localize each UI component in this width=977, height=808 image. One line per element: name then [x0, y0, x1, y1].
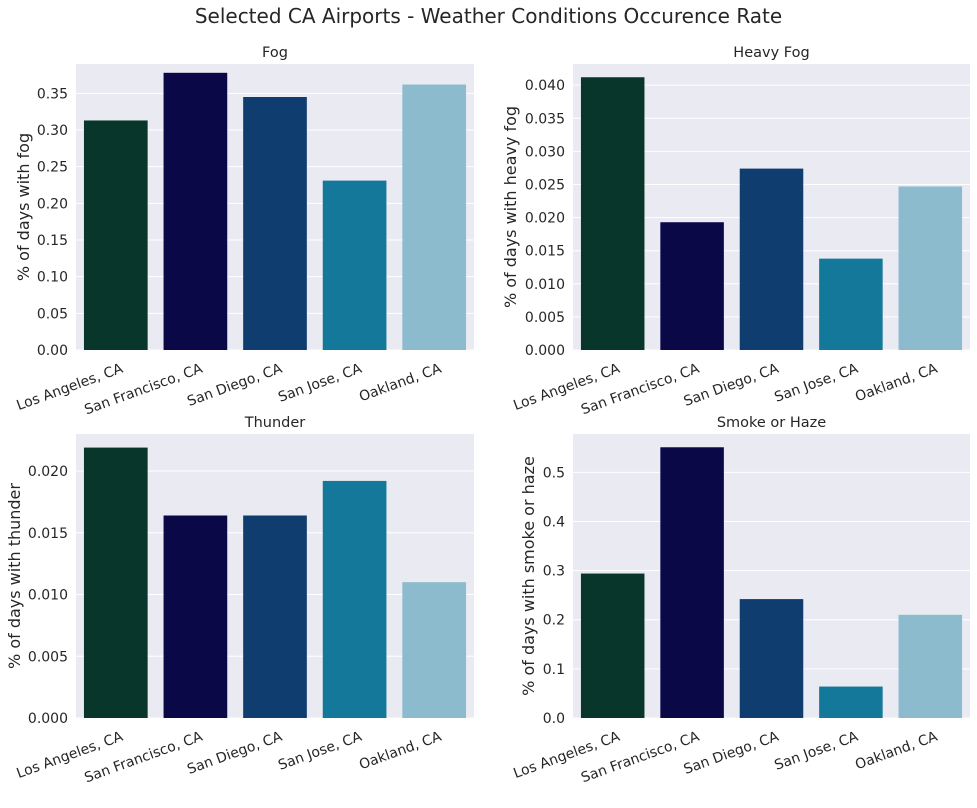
y-tick-label: 0.0	[543, 711, 565, 727]
y-tick-label: 0.015	[28, 526, 68, 542]
chart-title: Heavy Fog	[733, 45, 809, 61]
y-tick-label: 0.040	[525, 78, 565, 94]
chart-title: Smoke or Haze	[717, 415, 826, 431]
y-tick-label: 0.015	[525, 244, 565, 260]
y-axis-label: % of days with fog	[14, 133, 33, 281]
bar-3	[819, 686, 883, 718]
bar-2	[243, 97, 307, 350]
y-tick-label: 0.000	[525, 343, 565, 359]
bar-0	[580, 573, 645, 718]
bar-4	[898, 614, 963, 718]
y-tick-label: 0.035	[525, 111, 565, 127]
y-tick-label: 0.005	[525, 310, 565, 326]
y-axis-label: % of days with heavy fog	[501, 106, 520, 308]
bar-4	[402, 84, 467, 351]
chart-title: Fog	[262, 45, 288, 61]
bar-3	[322, 180, 387, 350]
y-tick-label: 0.15	[37, 233, 68, 249]
bar-2	[739, 168, 804, 350]
y-tick-label: 0.005	[28, 649, 68, 665]
y-tick-label: 0.05	[37, 306, 68, 322]
y-tick-label: 0.010	[525, 277, 565, 293]
chart-title: Thunder	[244, 415, 306, 431]
bar-3	[819, 258, 883, 350]
bar-0	[83, 447, 148, 718]
bar-1	[163, 515, 228, 718]
y-tick-label: 0.30	[37, 123, 68, 139]
y-tick-label: 0.3	[543, 564, 565, 580]
figure-title: Selected CA Airports - Weather Condition…	[194, 4, 783, 28]
y-tick-label: 0.030	[525, 144, 565, 160]
x-tick-label: San Jose, CA	[772, 729, 860, 774]
y-axis-label: % of days with smoke or haze	[519, 456, 538, 696]
bar-0	[83, 120, 148, 350]
bar-2	[243, 515, 307, 718]
y-tick-label: 0.35	[37, 86, 68, 102]
y-tick-label: 0.020	[525, 211, 565, 227]
bar-1	[660, 447, 724, 718]
bar-4	[898, 186, 963, 350]
y-tick-label: 0.20	[37, 196, 68, 212]
y-tick-label: 0.020	[28, 464, 68, 480]
y-tick-label: 0.010	[28, 588, 68, 604]
y-tick-label: 0.4	[543, 514, 565, 530]
y-tick-label: 0.00	[37, 343, 68, 359]
y-tick-label: 0.25	[37, 160, 68, 176]
bar-0	[580, 77, 645, 351]
y-tick-label: 0.2	[543, 613, 565, 629]
bar-2	[739, 599, 804, 718]
bar-1	[163, 72, 228, 351]
y-axis-label: % of days with thunder	[5, 483, 24, 669]
x-tick-label: Oakland, CA	[853, 729, 940, 774]
y-tick-label: 0.025	[525, 177, 565, 193]
y-tick-label: 0.1	[543, 662, 565, 678]
y-tick-label: 0.5	[543, 465, 565, 481]
y-tick-label: 0.000	[28, 711, 68, 727]
y-tick-label: 0.10	[37, 270, 68, 286]
bar-4	[402, 582, 467, 718]
bar-3	[322, 480, 387, 718]
bar-1	[660, 222, 724, 350]
